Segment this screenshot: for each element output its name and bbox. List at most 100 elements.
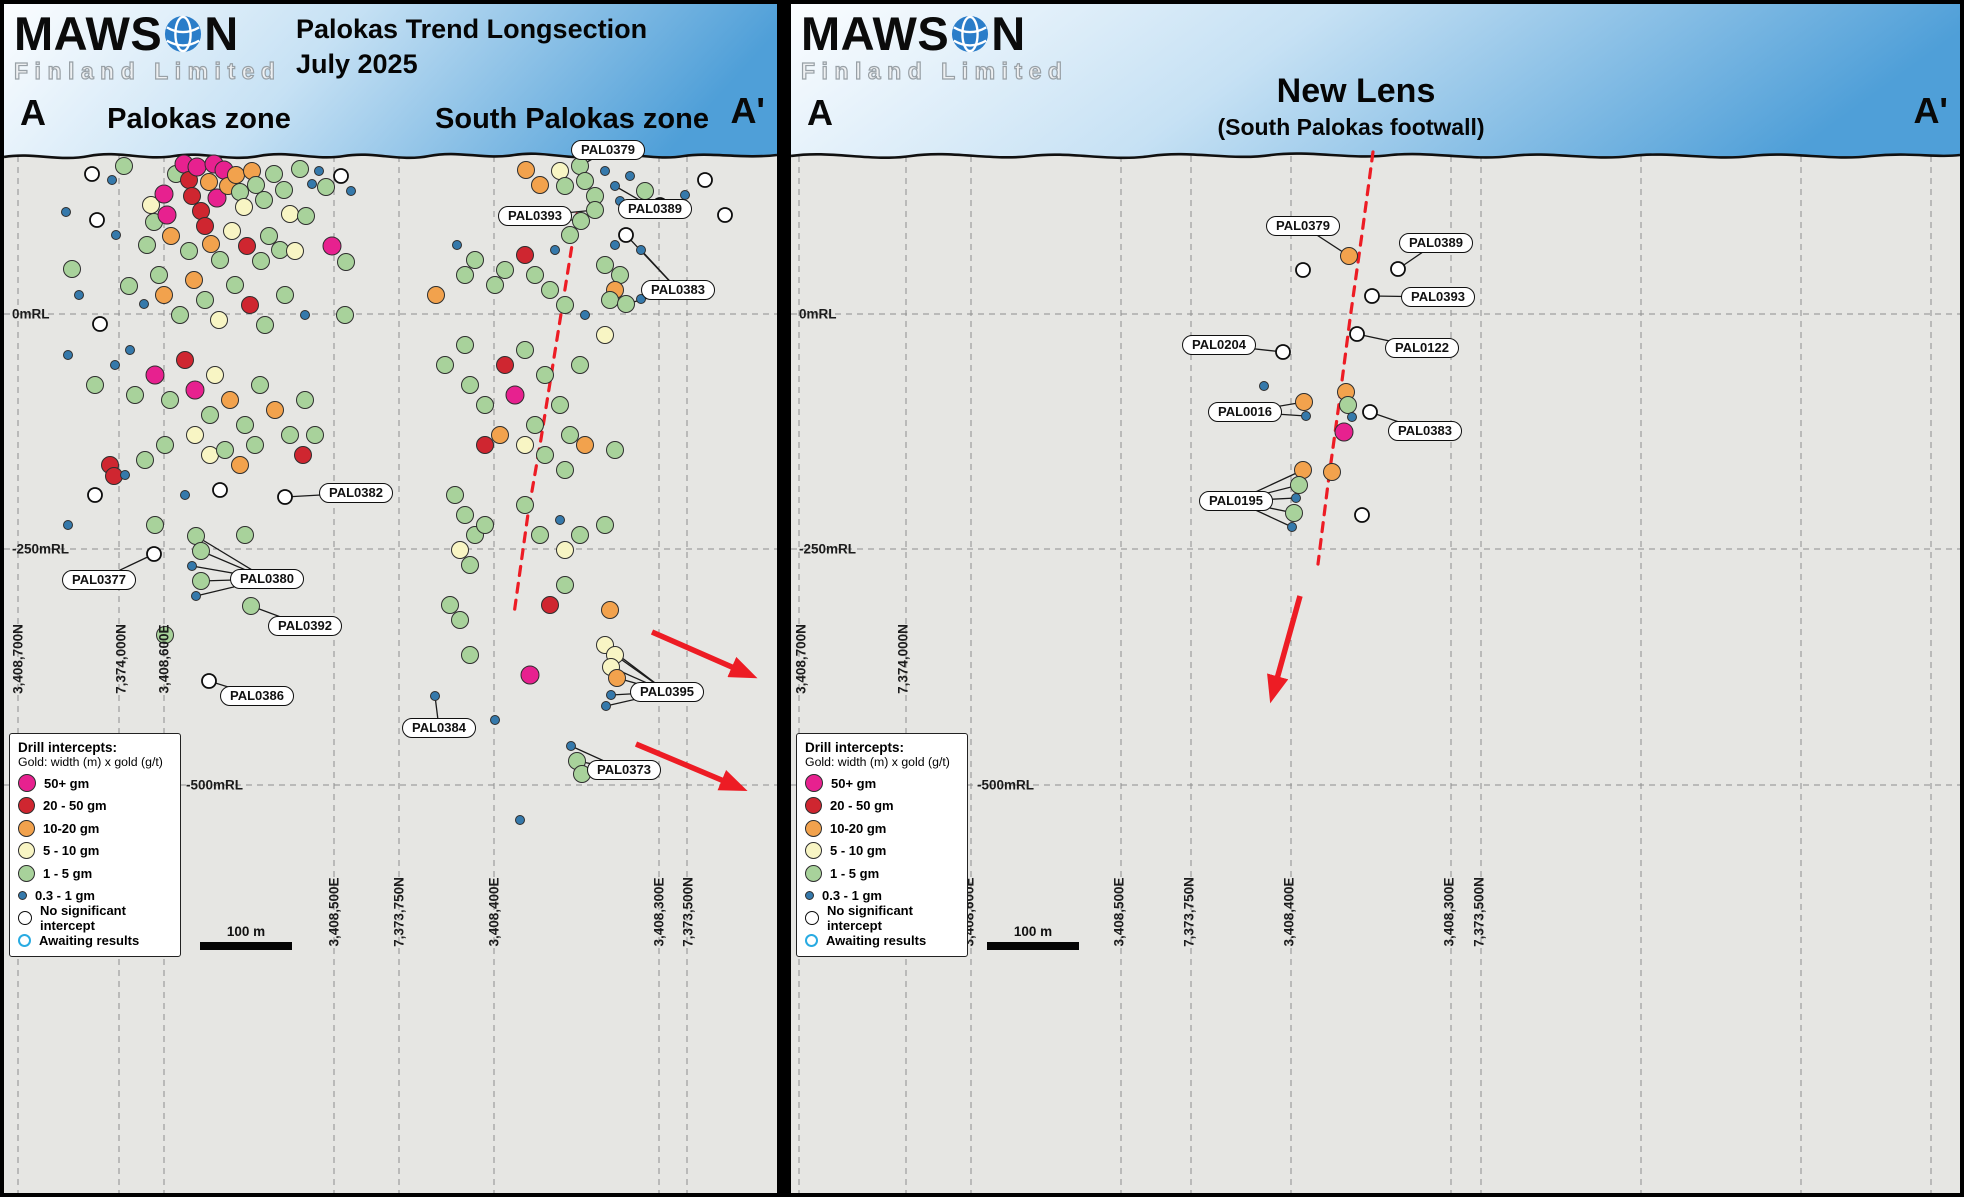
intercept-dot-g1 [496, 261, 514, 279]
intercept-dot-g1 [1339, 396, 1357, 414]
legend-item-g50: 50+ gm [805, 772, 959, 795]
intercept-dots-layer [1259, 247, 1406, 532]
globe-icon [164, 15, 202, 53]
intercept-dot-g1 [456, 336, 474, 354]
intercept-dot-g1 [136, 451, 154, 469]
legend-swatch-g20 [805, 797, 822, 815]
intercept-dot-g50 [1334, 422, 1354, 442]
intercept-dot-g20 [294, 446, 312, 464]
drillhole-label-pal0379: PAL0379 [1266, 216, 1340, 236]
intercept-dot-g1 [636, 182, 654, 200]
figure-title-line1: Palokas Trend Longsection [296, 14, 648, 44]
intercept-dot-g10 [1295, 393, 1313, 411]
red-structure-layer [1267, 150, 1375, 704]
intercept-dot-g1 [596, 516, 614, 534]
intercept-dot-g1 [556, 296, 574, 314]
intercept-dot-g10 [1294, 461, 1312, 479]
intercept-dot-g10 [427, 286, 445, 304]
intercept-dot-g03 [187, 561, 197, 571]
legend-label: 20 - 50 gm [830, 798, 894, 814]
intercept-dot-g1 [556, 461, 574, 479]
legend-item-g5: 5 - 10 gm [18, 840, 172, 863]
legend-item-g1: 1 - 5 gm [18, 862, 172, 885]
intercept-dot-g10 [155, 286, 173, 304]
intercept-dot-g10 [601, 601, 619, 619]
intercept-dot-g1 [252, 252, 270, 270]
intercept-dot-g1 [201, 406, 219, 424]
intercept-dot-g1 [226, 276, 244, 294]
intercept-dot-g50 [145, 365, 165, 385]
intercept-dot-g1 [317, 178, 335, 196]
intercept-dot-g03 [601, 701, 611, 711]
longsection-plot-palokas [4, 4, 777, 1193]
section-marker-a: A [20, 92, 46, 133]
intercept-dot-g10 [1323, 463, 1341, 481]
intercept-dot-g1 [120, 277, 138, 295]
intercept-dot-g1 [276, 286, 294, 304]
intercept-dot-g1 [451, 611, 469, 629]
scale-bar: 100 m [987, 924, 1079, 950]
structure-trace-dashed [512, 212, 579, 616]
legend-swatch-g20 [18, 797, 35, 815]
intercept-dot-g1 [516, 496, 534, 514]
legend-item-g20: 20 - 50 gm [805, 795, 959, 818]
legend-title: Drill intercepts: [805, 740, 905, 755]
intercept-dot-g1 [138, 236, 156, 254]
intercept-dot-g1 [571, 157, 589, 175]
intercept-dot-g5 [142, 196, 160, 214]
intercept-dot-g1 [561, 226, 579, 244]
legend-item-g50: 50+ gm [18, 772, 172, 795]
intercept-dot-g1 [601, 291, 619, 309]
sky [791, 4, 1960, 158]
zone-label-palokas: Palokas zone [107, 103, 291, 135]
coordinate-label: 3,408,600E [156, 624, 172, 694]
intercept-dot-g1 [192, 542, 210, 560]
intercept-dot-nosig [1364, 288, 1380, 304]
intercept-dot-g1 [246, 436, 264, 454]
intercept-dot-g03 [191, 591, 201, 601]
intercept-dot-g03 [606, 690, 616, 700]
elevation-label: 0mRL [12, 306, 50, 322]
legend-swatch-await [18, 934, 31, 948]
intercept-dot-g5 [201, 446, 219, 464]
legend-item-g1: 1 - 5 gm [805, 862, 959, 885]
legend-swatch-await [805, 934, 818, 948]
intercept-dot-nosig [1275, 344, 1291, 360]
intercept-dot-g03 [580, 310, 590, 320]
legend-label: 50+ gm [831, 775, 877, 791]
mawson-logo: MAWS N Finland Limited [800, 10, 1068, 83]
intercept-dot-g20 [496, 356, 514, 374]
coordinate-label: 3,408,500E [1111, 877, 1127, 947]
intercept-dot-g10 [200, 173, 218, 191]
intercept-dot-g1 [476, 396, 494, 414]
drillhole-label-pal0380: PAL0380 [230, 569, 304, 589]
intercept-dot-g1 [617, 295, 635, 313]
intercept-dot-g20 [541, 596, 559, 614]
surface-line [791, 152, 1960, 160]
mawson-logo-word: MAWS N [14, 10, 281, 57]
intercept-dot-g20 [105, 467, 123, 485]
intercept-dot-g20 [241, 296, 259, 314]
intercept-dot-g1 [251, 376, 269, 394]
drillhole-label-pal0393: PAL0393 [498, 206, 572, 226]
drillhole-label-pal0395: PAL0395 [630, 682, 704, 702]
elevation-label: -250mRL [799, 541, 857, 557]
legend-label: Awaiting results [826, 933, 927, 949]
intercept-dot-g10 [221, 391, 239, 409]
intercept-dot-g1 [260, 227, 278, 245]
intercept-dot-g1 [516, 341, 534, 359]
intercept-dot-g03 [139, 299, 149, 309]
intercept-dot-g1 [180, 242, 198, 260]
legend-label: 0.3 - 1 gm [822, 888, 882, 904]
intercept-dot-g1 [551, 396, 569, 414]
legend-swatch-g03 [805, 891, 814, 901]
intercept-dot-g1 [281, 426, 299, 444]
coordinate-label: 3,408,500E [326, 877, 342, 947]
intercept-dot-nosig [146, 546, 162, 562]
intercept-dot-g03 [566, 741, 576, 751]
intercept-dot-nosig [1362, 404, 1378, 420]
legend-swatch-g50 [18, 774, 36, 793]
plunge-arrow [1267, 595, 1303, 704]
intercept-dot-g03 [430, 691, 440, 701]
intercept-dot-g1 [271, 241, 289, 259]
